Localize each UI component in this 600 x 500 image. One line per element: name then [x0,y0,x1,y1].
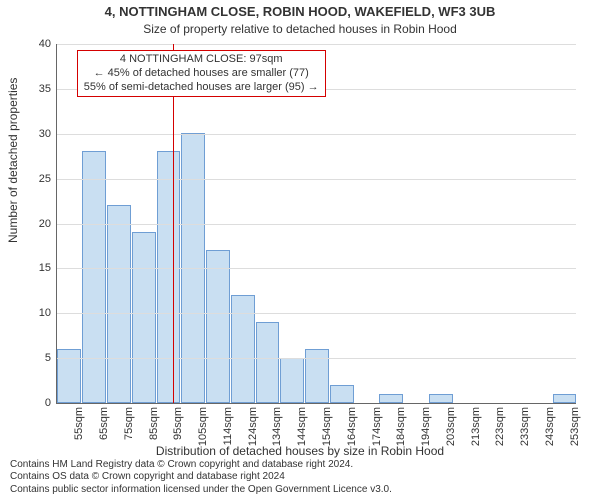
bar [553,394,577,403]
bar [157,151,181,403]
attribution-footer: Contains HM Land Registry data © Crown c… [10,459,392,497]
y-tick-label: 5 [21,352,57,364]
y-tick-label: 30 [21,128,57,140]
bar [57,349,81,403]
bar [305,349,329,403]
x-axis-label: Distribution of detached houses by size … [0,444,600,458]
x-tick-label: 213sqm [470,407,482,467]
footer-line1: Contains HM Land Registry data © Crown c… [10,459,392,472]
bar [330,385,354,403]
bar [231,295,255,403]
callout-box: 4 NOTTINGHAM CLOSE: 97sqm ← 45% of detac… [77,50,326,97]
y-axis-label: Number of detached properties [6,78,20,243]
x-tick-label: 253sqm [569,407,581,467]
bar [132,232,156,403]
y-tick-label: 35 [21,83,57,95]
x-tick-label: 243sqm [544,407,556,467]
bar [379,394,403,403]
y-tick-label: 40 [21,38,57,50]
bar [206,250,230,403]
bar [256,322,280,403]
y-tick-label: 20 [21,218,57,230]
bar [280,358,304,403]
callout-line2: ← 45% of detached houses are smaller (77… [84,67,319,81]
x-tick-label: 184sqm [395,407,407,467]
y-tick-label: 0 [21,397,57,409]
footer-line2: Contains OS data © Crown copyright and d… [10,471,392,484]
chart-plot-area: 0510152025303540 55sqm65sqm75sqm85sqm95s… [56,44,576,404]
x-tick-label: 203sqm [445,407,457,467]
bars-container [57,44,576,403]
bar [181,133,205,403]
bar [429,394,453,403]
y-tick-label: 25 [21,173,57,185]
page-subtitle: Size of property relative to detached ho… [0,22,600,36]
bar [107,205,131,403]
callout-line1: 4 NOTTINGHAM CLOSE: 97sqm [84,53,319,67]
x-tick-label: 233sqm [519,407,531,467]
bar [82,151,106,403]
x-tick-label: 223sqm [494,407,506,467]
page-title: 4, NOTTINGHAM CLOSE, ROBIN HOOD, WAKEFIE… [0,4,600,19]
property-marker-line [173,44,174,403]
y-tick-label: 10 [21,307,57,319]
y-tick-label: 15 [21,262,57,274]
callout-line3: 55% of semi-detached houses are larger (… [84,81,319,95]
footer-line3: Contains public sector information licen… [10,484,392,497]
x-tick-label: 194sqm [420,407,432,467]
